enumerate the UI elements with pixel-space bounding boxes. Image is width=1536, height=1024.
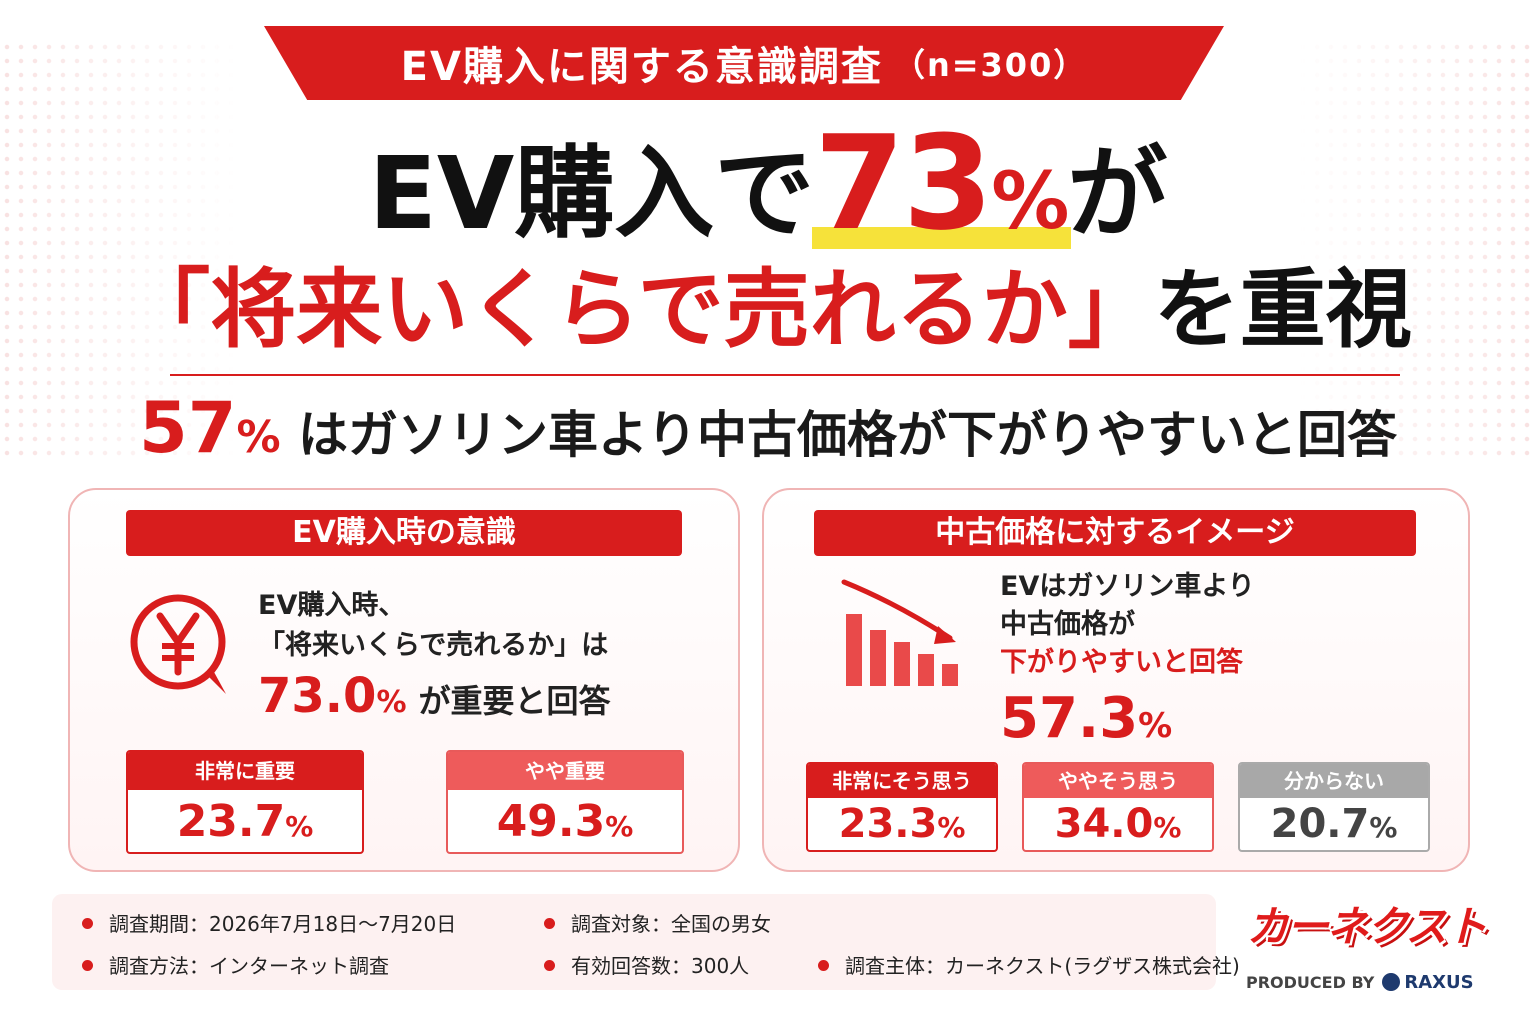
sub-text: はガソリン車より中古価格が下がりやすいと回答 [297,406,1397,464]
box-number: 34.0 [1054,801,1154,847]
box-value: 23.7% [128,790,362,852]
box-value: 49.3% [448,790,682,852]
divider [170,374,1400,376]
sub-percent: 57% [139,387,281,469]
box-label: 非常にそう思う [808,764,996,798]
box-number: 49.3 [496,796,606,847]
panel-left-title: EV購入時の意識 [126,510,682,556]
box-value: 23.3% [808,798,996,850]
right-stat-percent: % [1138,706,1173,746]
right-stat: 57.3% [993,686,1179,751]
dot-pattern-right [1296,40,1536,460]
survey-target: 調査対象：全国の男女 [544,908,771,937]
sample-size: （n=300） [892,46,1088,84]
right-description-line1: EVはガソリン車より [1000,571,1255,602]
box-label: 分からない [1240,764,1428,798]
panel-used-price-image: 中古価格に対するイメージ EVはガソリン車より 中古価格が 下がりやすいと回答 … [762,488,1470,872]
sub-number: 57 [139,387,237,469]
box-somewhat-important: やや重要 49.3% [446,750,684,854]
left-stat-value: 73.0% [258,668,407,724]
box-number: 23.3 [838,801,938,847]
raxus-name: RAXUS [1404,972,1474,993]
box-label: やや重要 [448,752,682,790]
left-description-line1: EV購入時、 [258,590,406,621]
headline-percent: 73% [814,107,1069,259]
survey-responses: 有効回答数：300人 [544,950,749,979]
box-percent: % [1369,811,1398,844]
panel-ev-awareness: EV購入時の意識 EV購入時、 「将来いくらで売れるか」は 73.0% が重要と回… [68,488,740,872]
headline-post: が [1067,135,1168,252]
survey-organizer: 調査主体：カーネクスト(ラグザス株式会社) [818,950,1240,979]
headline-percent-sign: % [991,157,1069,247]
headline-line2: 「将来いくらで売れるか」を重視 [0,258,1536,362]
box-number: 20.7 [1270,801,1370,847]
right-description: EVはガソリン車より 中古価格が 下がりやすいと回答 [1000,568,1255,682]
sub-percent-sign: % [236,412,281,463]
box-percent: % [285,810,314,843]
produced-by-label: PRODUCED BY [1246,973,1375,992]
panel-right-title: 中古価格に対するイメージ [814,510,1416,556]
survey-period: 調査期間：2026年7月18日～7月20日 [82,908,456,937]
right-description-line2: 中古価格が [1000,609,1135,640]
raxus-logo-icon [1382,972,1401,991]
box-percent: % [937,811,966,844]
left-description: EV購入時、 「将来いくらで売れるか」は [258,586,608,666]
box-number: 23.7 [176,796,286,847]
box-very-important: 非常に重要 23.7% [126,750,364,854]
box-value: 20.7% [1240,798,1428,850]
headline-percent-number: 73 [814,107,993,259]
box-value: 34.0% [1024,798,1212,850]
left-description-line2: 「将来いくらで売れるか」は [258,630,609,661]
box-dont-know: 分からない 20.7% [1238,762,1430,852]
headline-line2-post: を重視 [1153,260,1412,360]
headline-quote: 「将来いくらで売れるか」 [124,260,1154,360]
right-stat-number: 57.3 [1000,686,1139,751]
survey-method: 調査方法：インターネット調査 [82,950,389,979]
carnext-logo-text: カーネクスト [1246,902,1488,951]
box-label: ややそう思う [1024,764,1212,798]
box-percent: % [605,810,634,843]
box-strongly-agree: 非常にそう思う 23.3% [806,762,998,852]
survey-title: EV購入に関する意識調査 [400,44,883,90]
yen-speech-icon [130,594,226,694]
dot-pattern-left [0,40,240,460]
survey-details: 調査期間：2026年7月18日～7月20日 調査対象：全国の男女 調査方法：イン… [52,894,1240,990]
left-stat: 73.0% が重要と回答 [258,668,611,724]
carnext-logo: カーネクスト [1240,896,1492,958]
box-somewhat-agree: ややそう思う 34.0% [1022,762,1214,852]
left-stat-number: 73.0 [258,668,377,724]
left-stat-percent: % [376,685,407,720]
headline-pre: EV購入で [368,135,815,252]
left-stat-caption: が重要と回答 [418,682,611,720]
right-description-line3: 下がりやすいと回答 [1000,647,1243,678]
subheadline: 57% はガソリン車より中古価格が下がりやすいと回答 [0,386,1536,470]
survey-title-banner: EV購入に関する意識調査 （n=300） [264,26,1224,100]
produced-by: PRODUCED BY RAXUS [1246,972,1474,993]
box-label: 非常に重要 [128,752,362,790]
headline-line1: EV購入で73%が [0,108,1536,258]
declining-bar-chart-icon [841,579,958,686]
box-percent: % [1153,811,1182,844]
